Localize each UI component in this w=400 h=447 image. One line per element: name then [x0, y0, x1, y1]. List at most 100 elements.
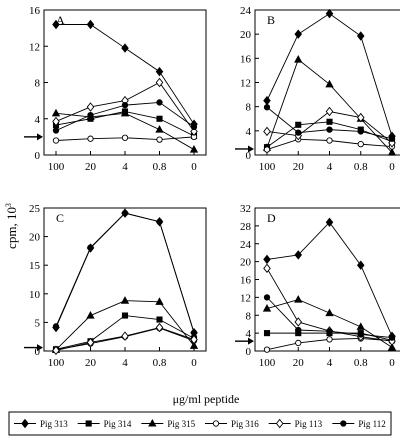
series-pig-313 [263, 217, 396, 341]
data-point [156, 218, 163, 225]
x-tick-label: 0.8 [354, 357, 368, 369]
data-point [325, 308, 334, 317]
x-tick-label: 4 [122, 357, 128, 369]
y-tick-label: 12 [240, 292, 251, 304]
y-tick-label: 12 [240, 78, 251, 90]
data-point [263, 95, 271, 106]
panel-b: B 0 4 8 12 16 20 24 100 20 4 0.8 0 [235, 5, 400, 173]
data-point [190, 329, 198, 336]
data-point [356, 31, 365, 41]
legend-marker [85, 420, 92, 427]
x-tick-label: 0.8 [354, 161, 368, 173]
data-point [325, 217, 334, 228]
series-pig-313 [263, 8, 396, 141]
panel-label: B [267, 13, 275, 27]
data-point [263, 126, 271, 137]
y-tick-label: 0 [246, 346, 252, 358]
data-point [388, 334, 396, 341]
data-point [325, 79, 334, 88]
data-point [263, 346, 271, 353]
data-point [156, 115, 163, 122]
legend-item: Pig 313 [14, 418, 68, 429]
data-point [120, 296, 130, 304]
series-pig-315 [262, 295, 397, 351]
y-tick-label: 8 [246, 102, 252, 114]
baseline-arrow [235, 145, 254, 153]
legend-item: Pig 314 [77, 419, 132, 429]
baseline-arrow [24, 344, 43, 352]
y-tick-label: 5 [35, 317, 41, 329]
panel-c: C 0 5 10 15 20 25 100 20 4 0.8 0 [24, 203, 207, 369]
panel-d: D 0 4 8 12 16 20 24 28 32 100 20 4 0.8 0 [235, 203, 400, 369]
legend-item: Pig 316 [205, 419, 259, 429]
data-point [326, 328, 333, 335]
x-tick-label: 0.8 [153, 357, 167, 369]
data-point [121, 209, 129, 217]
series-line [55, 112, 195, 150]
baseline-arrow [235, 337, 254, 345]
data-point [190, 334, 198, 345]
y-tick-label: 20 [29, 232, 41, 244]
data-point [387, 148, 397, 156]
data-point [294, 29, 303, 39]
x-tick-label: 0.8 [153, 161, 167, 173]
series-line [266, 221, 393, 337]
data-point [121, 312, 129, 319]
panel-a: A 0 4 8 12 16 100 20 4 0.8 0 [24, 5, 207, 173]
data-point [86, 102, 95, 112]
data-point [388, 135, 396, 142]
y-tick-label: 8 [35, 78, 41, 90]
data-point [190, 123, 198, 131]
data-point [295, 339, 302, 347]
data-point [190, 126, 198, 137]
data-point [86, 311, 95, 319]
x-axis-label: μg/ml peptide [173, 392, 240, 406]
y-tick-label: 4 [246, 126, 252, 138]
data-point [326, 118, 333, 125]
y-tick-label: 16 [240, 53, 252, 65]
legend-label: Pig 316 [231, 419, 259, 429]
x-tick-label: 0 [191, 161, 197, 173]
legend-item: Pig 113 [268, 418, 323, 429]
data-point [356, 112, 365, 123]
legend-box [8, 411, 392, 436]
y-tick-label: 15 [29, 260, 41, 272]
legend-marker [148, 418, 157, 427]
x-tick-label: 0 [389, 161, 395, 173]
y-tick-label: 0 [35, 346, 41, 358]
data-point [356, 260, 365, 270]
legend-marker [340, 420, 347, 427]
data-point [295, 326, 302, 334]
series-line [266, 13, 393, 137]
x-tick-label: 20 [85, 357, 97, 369]
legend-label: Pig 315 [167, 419, 195, 429]
y-tick-label: 12 [29, 41, 40, 53]
data-point [155, 66, 164, 77]
series-pig-112 [263, 104, 396, 142]
legend-marker [212, 420, 220, 427]
data-point [263, 254, 271, 265]
y-tick-label: 10 [29, 289, 41, 301]
data-point [121, 43, 129, 53]
y-tick-label: 8 [246, 310, 252, 322]
x-tick-label: 20 [293, 357, 305, 369]
series-pig-112 [52, 99, 198, 134]
baseline-arrow [24, 133, 43, 141]
y-axis-label: cpm, 103 [4, 203, 19, 249]
legend-item: Pig 315 [141, 418, 196, 429]
data-point [156, 136, 163, 143]
data-point [326, 336, 333, 343]
data-point [52, 116, 60, 127]
data-point [87, 111, 94, 119]
data-point [263, 330, 271, 337]
data-point [86, 19, 95, 30]
data-point [52, 137, 60, 144]
data-point [121, 331, 129, 341]
panel-label: A [56, 13, 65, 27]
data-point [155, 297, 164, 305]
data-point [155, 322, 164, 333]
data-point [189, 341, 199, 349]
data-point [87, 135, 94, 142]
x-tick-label: 4 [122, 161, 128, 173]
